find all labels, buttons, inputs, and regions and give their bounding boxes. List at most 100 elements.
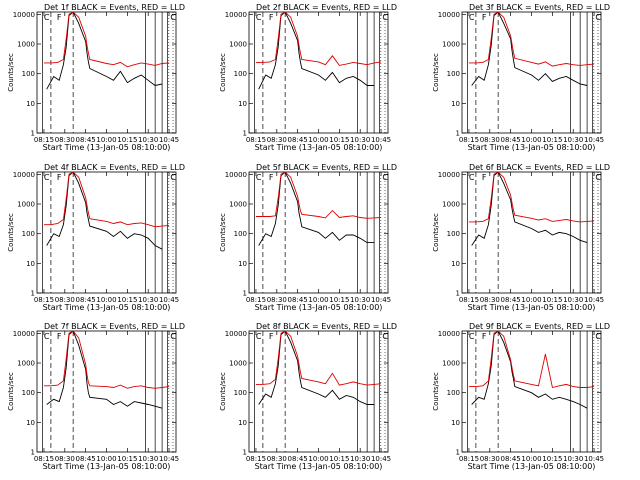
x-tick-label: 10:15 (117, 296, 137, 304)
top-marker-letter: C (170, 173, 176, 182)
y-tick-label: 10 (238, 100, 247, 108)
events-line (46, 331, 163, 409)
y-tick-label: 1 (456, 130, 460, 138)
x-tick-label: 10:30 (138, 296, 158, 304)
top-marker-letter: C (44, 332, 50, 341)
chart-title: Det 3f BLACK = Events, RED = LLD (469, 3, 610, 12)
lld-line (44, 331, 170, 389)
x-tick-label: 10:00 (521, 136, 541, 144)
top-marker-letter: C (382, 13, 388, 22)
lld-line (468, 12, 595, 67)
x-tick-label: 08:30 (480, 455, 500, 463)
y-tick-label: 100 (234, 230, 247, 238)
top-marker-letter: F (482, 13, 487, 22)
y-tick-label: 1000 (229, 360, 247, 368)
x-tick-label: 08:30 (55, 455, 75, 463)
top-marker-letter: C (382, 332, 388, 341)
y-tick-label: 10000 (225, 11, 247, 19)
x-tick-label: 10:45 (159, 296, 179, 304)
y-tick-label: 10000 (225, 171, 247, 179)
x-tick-label: 10:30 (138, 455, 158, 463)
x-tick-label: 08:15 (34, 296, 54, 304)
x-tick-label: 08:15 (246, 136, 266, 144)
y-tick-label: 100 (22, 70, 35, 78)
detector-panel-5: Det 5f BLACK = Events, RED = LLD 1 10 100 10… (219, 163, 397, 312)
y-tick-label: 1 (31, 130, 35, 138)
x-axis-label: Start Time (13-Jan-05 08:10:00) (255, 303, 383, 312)
chart-title: Det 9f BLACK = Events, RED = LLD (469, 322, 610, 331)
y-tick-label: 1000 (442, 41, 460, 49)
x-axis-label: Start Time (13-Jan-05 08:10:00) (43, 303, 171, 312)
x-axis-label: Start Time (13-Jan-05 08:10:00) (468, 303, 596, 312)
y-axis-label: Counts/sec (219, 213, 227, 252)
x-tick-label: 08:30 (480, 296, 500, 304)
x-tick-label: 08:30 (55, 136, 75, 144)
x-tick-label: 10:45 (584, 296, 604, 304)
top-marker-letter: C (595, 13, 601, 22)
top-marker-letter: C (256, 173, 262, 182)
x-tick-label: 08:45 (76, 296, 96, 304)
x-tick-label: 08:15 (459, 455, 479, 463)
y-tick-label: 100 (22, 230, 35, 238)
top-marker-letter: C (44, 13, 50, 22)
top-marker-letter: C (595, 173, 601, 182)
x-tick-label: 08:15 (246, 296, 266, 304)
x-tick-label: 08:15 (34, 136, 54, 144)
top-marker-letter: F (57, 332, 62, 341)
top-marker-letter: C (256, 13, 262, 22)
x-tick-label: 08:45 (501, 296, 521, 304)
y-tick-label: 1 (243, 130, 247, 138)
events-line (471, 172, 588, 246)
x-tick-label: 08:30 (267, 136, 287, 144)
top-marker-letter: F (482, 173, 487, 182)
y-tick-label: 1000 (442, 360, 460, 368)
y-tick-label: 1000 (229, 41, 247, 49)
lld-line (468, 331, 595, 389)
x-tick-label: 10:45 (371, 296, 391, 304)
x-tick-label: 10:30 (563, 296, 583, 304)
y-tick-label: 1000 (17, 201, 35, 209)
detector-panel-8: Det 8f BLACK = Events, RED = LLD 1 10 100 10… (219, 322, 397, 471)
events-line (46, 12, 163, 90)
y-tick-label: 100 (234, 389, 247, 397)
x-tick-label: 10:30 (350, 136, 370, 144)
y-tick-label: 10 (238, 419, 247, 427)
detector-panel-4: Det 4f BLACK = Events, RED = LLD 1 10 100 10… (7, 163, 185, 312)
detector-panel-1: Det 1f BLACK = Events, RED = LLD 1 10 100 10… (7, 3, 185, 152)
y-tick-label: 100 (447, 389, 460, 397)
top-marker-letter: C (256, 332, 262, 341)
y-axis-label: Counts/sec (432, 213, 440, 252)
chart-title: Det 2f BLACK = Events, RED = LLD (256, 3, 397, 12)
x-tick-label: 10:15 (329, 296, 349, 304)
y-axis-label: Counts/sec (219, 53, 227, 92)
y-tick-label: 10 (26, 100, 35, 108)
x-tick-label: 10:00 (521, 296, 541, 304)
x-tick-label: 10:15 (542, 455, 562, 463)
y-tick-label: 1 (31, 449, 35, 457)
x-tick-label: 10:15 (117, 136, 137, 144)
x-tick-label: 10:00 (308, 455, 328, 463)
y-tick-label: 100 (447, 70, 460, 78)
y-axis-label: Counts/sec (432, 372, 440, 411)
x-tick-label: 08:15 (34, 455, 54, 463)
x-tick-label: 08:15 (459, 136, 479, 144)
x-tick-label: 08:45 (501, 136, 521, 144)
y-tick-label: 100 (447, 230, 460, 238)
x-tick-label: 08:45 (288, 455, 308, 463)
top-marker-letter: C (595, 332, 601, 341)
chart-title: Det 4f BLACK = Events, RED = LLD (44, 163, 185, 172)
x-tick-label: 10:30 (563, 455, 583, 463)
x-tick-label: 08:45 (501, 455, 521, 463)
y-tick-label: 10000 (438, 330, 460, 338)
x-tick-label: 10:00 (521, 455, 541, 463)
x-tick-label: 08:15 (459, 296, 479, 304)
detector-panel-7: Det 7f BLACK = Events, RED = LLD 1 10 100 10… (7, 322, 185, 471)
events-line (258, 172, 375, 246)
lld-line (44, 12, 170, 68)
y-tick-label: 10 (238, 260, 247, 268)
x-tick-label: 10:00 (96, 296, 116, 304)
top-marker-letter: C (382, 173, 388, 182)
lld-line (255, 172, 382, 219)
x-tick-label: 10:30 (138, 136, 158, 144)
